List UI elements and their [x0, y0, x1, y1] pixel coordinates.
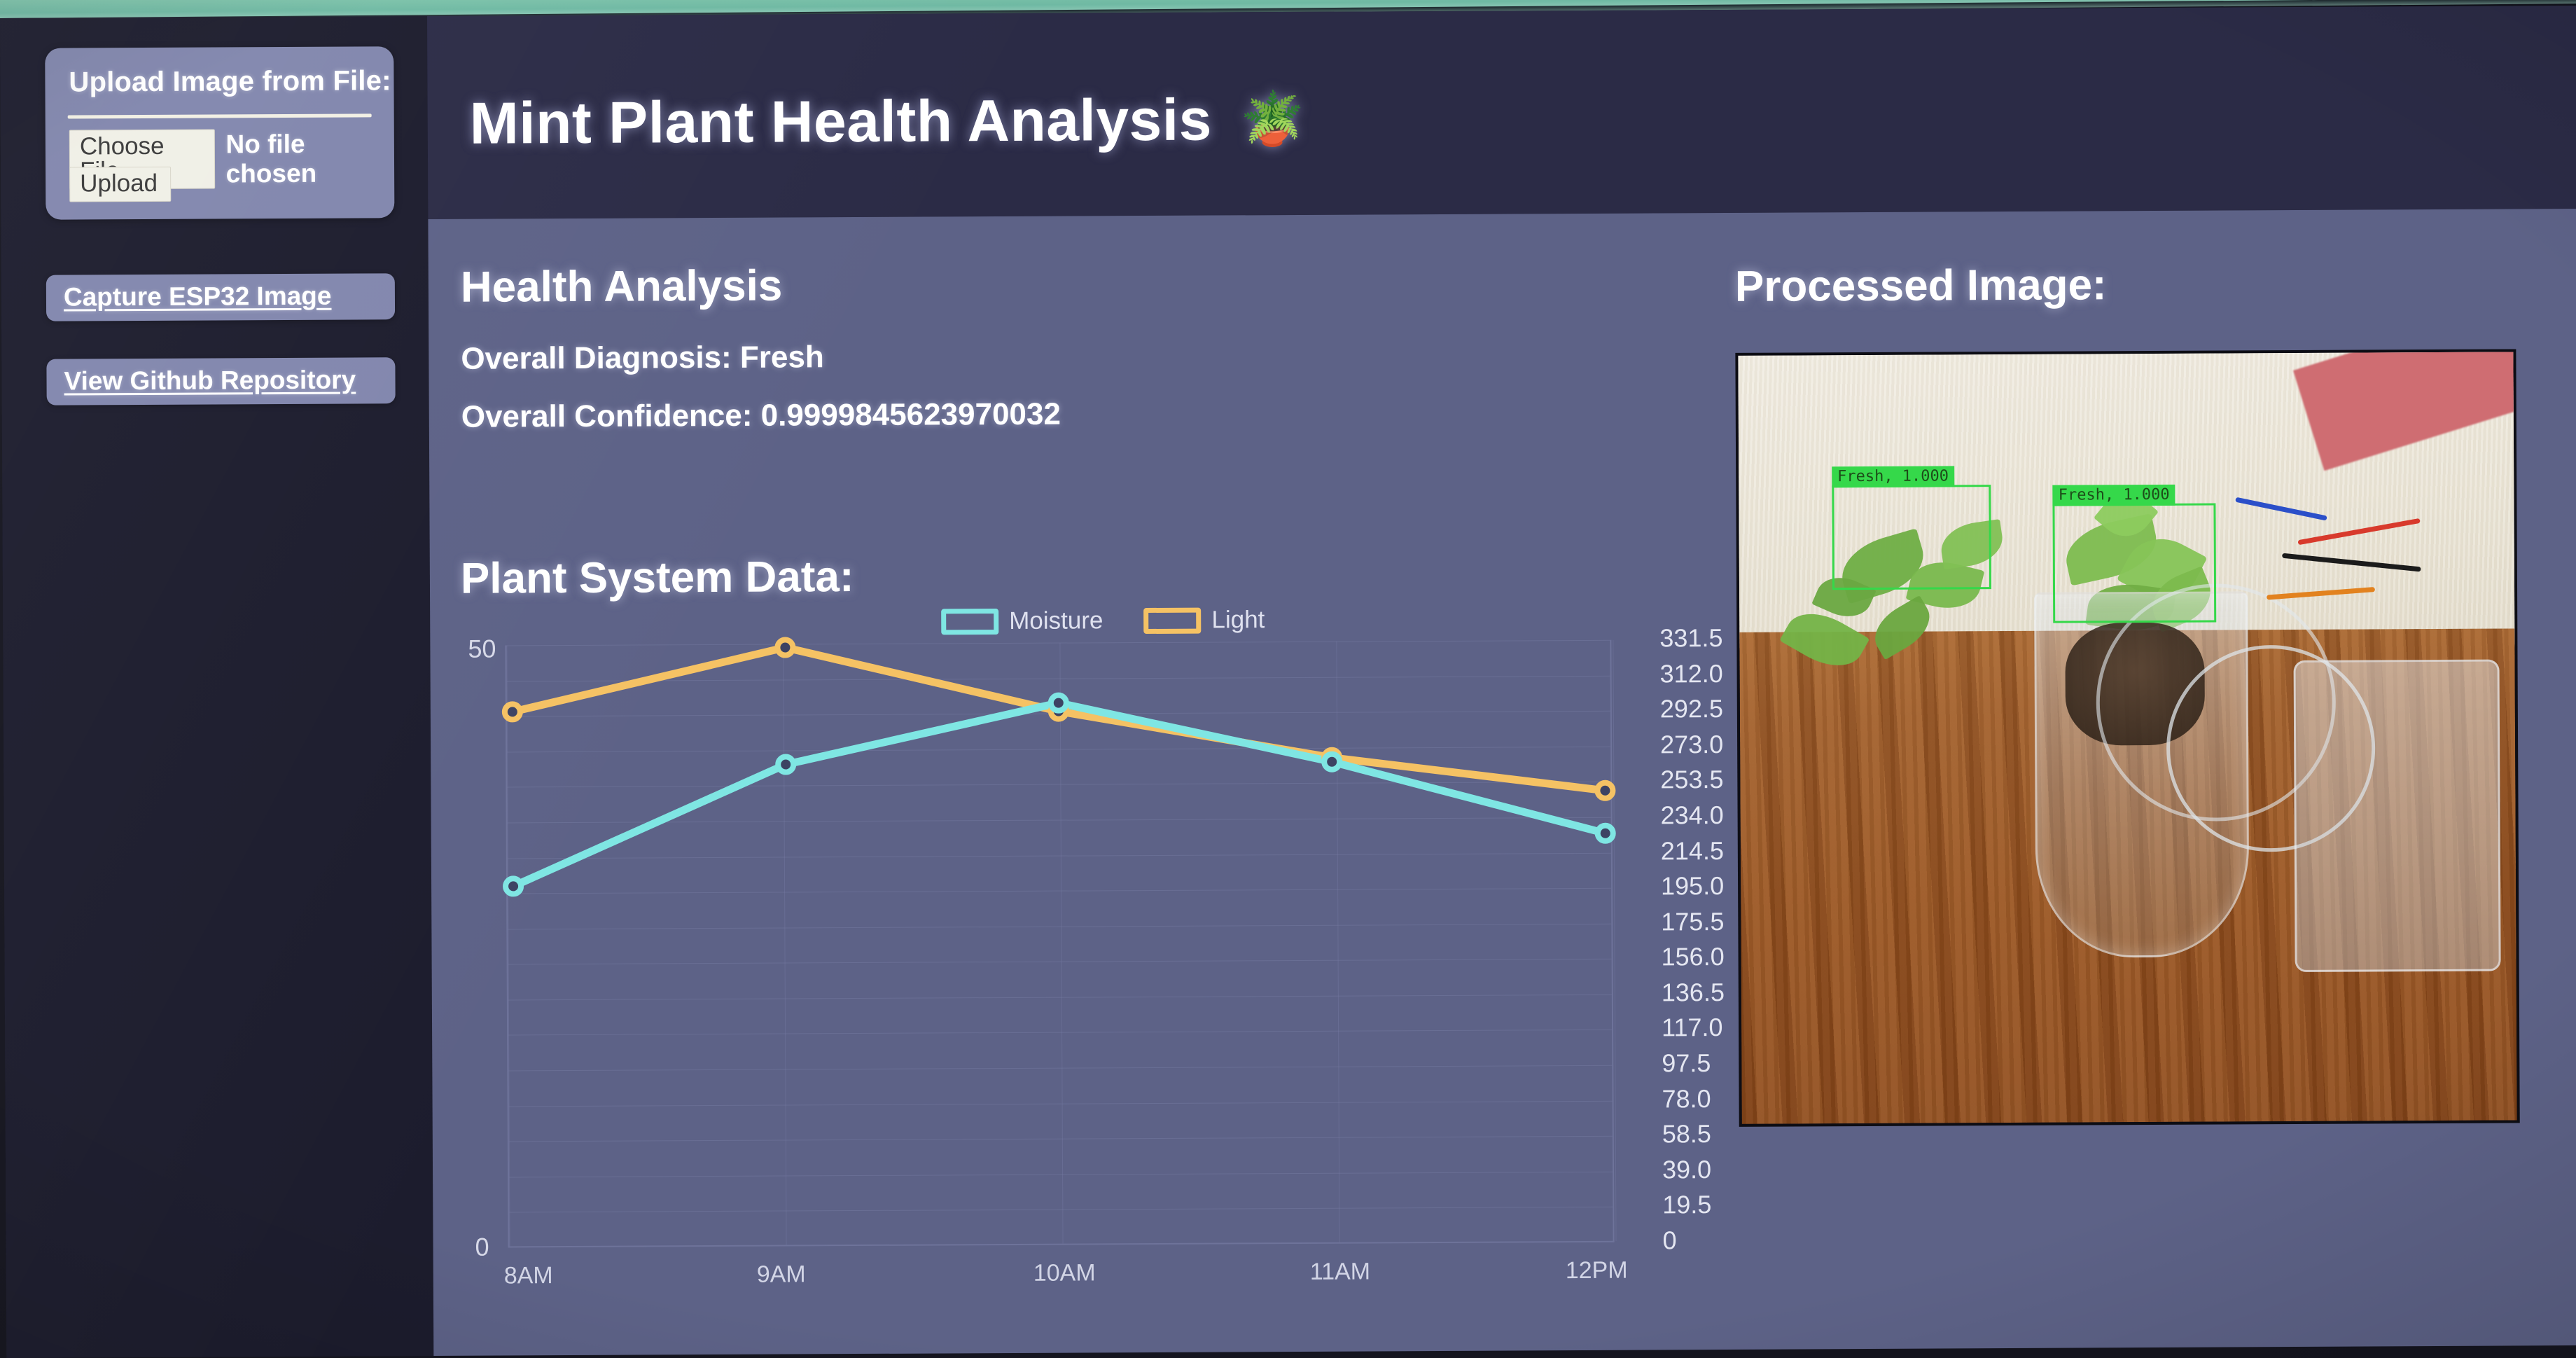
detection-box: Fresh, 1.000 — [2052, 484, 2217, 623]
health-analysis-heading: Health Analysis — [460, 261, 783, 312]
chart-series-layer — [501, 637, 1616, 897]
series-points-moisture — [503, 692, 1616, 897]
upload-image-card: Upload Image from File: Choose File No f… — [45, 46, 395, 220]
page-title: Mint Plant Health Analysis 🪴 — [470, 85, 1305, 158]
upload-card-label: Upload Image from File: — [69, 65, 391, 98]
series-points-light — [501, 637, 1616, 801]
y-axis-right-tick-label: 117.0 — [1661, 1013, 1723, 1042]
y-axis-right-tick-label: 253.5 — [1660, 765, 1724, 794]
detection-label: Fresh, 1.000 — [1831, 466, 1955, 488]
overall-diagnosis-text: Overall Diagnosis: Fresh — [461, 340, 824, 376]
overall-confidence-text: Overall Confidence: 0.9999845623970032 — [461, 396, 1061, 434]
upload-button[interactable]: Upload — [69, 166, 172, 202]
x-axis-tick-label: 10AM — [1033, 1259, 1096, 1287]
divider — [67, 113, 372, 119]
page-header: Mint Plant Health Analysis 🪴 — [426, 6, 2576, 220]
x-axis-tick-label: 9AM — [756, 1261, 806, 1288]
processed-image-heading: Processed Image: — [1734, 261, 2107, 311]
potted-plant-icon: 🪴 — [1239, 89, 1305, 148]
series-line-moisture — [509, 699, 1610, 890]
y-axis-right-tick-label: 234.0 — [1660, 800, 1724, 830]
plant-system-data-chart: Moisture Light — [458, 591, 1725, 1358]
y-axis-right-tick-label: 58.5 — [1662, 1119, 1711, 1149]
y-axis-right-tick-label: 214.5 — [1660, 836, 1725, 865]
y-axis-left-tick-label: 0 — [475, 1232, 489, 1261]
y-axis-right-tick-label: 97.5 — [1662, 1048, 1711, 1078]
processed-image: Fresh, 1.000 Fresh, 1.000 — [1738, 352, 2517, 1124]
legend-label: Moisture — [1009, 607, 1103, 635]
app-window: Upload Image from File: Choose File No f… — [0, 6, 2576, 1358]
legend-label: Light — [1211, 606, 1265, 634]
legend-swatch-icon — [1143, 607, 1202, 634]
sidebar-item-view-github-repository[interactable]: View Github Repository — [46, 357, 396, 406]
file-status-text: No file chosen — [225, 129, 317, 188]
y-axis-right-tick-label: 0 — [1662, 1226, 1677, 1255]
processed-image-frame[interactable]: Fresh, 1.000 Fresh, 1.000 — [1735, 349, 2520, 1127]
y-axis-right-tick-label: 292.5 — [1659, 694, 1724, 723]
y-axis-right-tick-label: 156.0 — [1661, 942, 1725, 971]
page-title-text: Mint Plant Health Analysis — [469, 86, 1213, 156]
detection-box: Fresh, 1.000 — [1831, 466, 1991, 590]
y-axis-right-tick-label: 175.5 — [1661, 906, 1725, 936]
y-axis-right-tick-label: 273.0 — [1659, 729, 1724, 759]
sidebar-item-label: Capture ESP32 Image — [63, 281, 332, 312]
detection-label: Fresh, 1.000 — [2052, 484, 2175, 506]
y-axis-right-tick-label: 136.5 — [1661, 977, 1725, 1007]
legend-item-light[interactable]: Light — [1143, 606, 1265, 635]
y-axis-left-tick-label: 50 — [468, 634, 496, 663]
water-bottle — [2293, 659, 2501, 972]
chart-legend: Moisture Light — [941, 606, 1265, 635]
legend-swatch-icon — [941, 608, 999, 635]
sidebar-item-capture-esp32-image[interactable]: Capture ESP32 Image — [46, 273, 396, 321]
y-axis-right-tick-label: 78.0 — [1662, 1083, 1711, 1114]
y-axis-right-tick-label: 19.5 — [1662, 1190, 1712, 1219]
sidebar-item-label: View Github Repository — [64, 365, 356, 396]
y-axis-right-tick-label: 312.0 — [1659, 658, 1723, 688]
x-axis-tick-label: 8AM — [503, 1262, 553, 1289]
sidebar: Upload Image from File: Choose File No f… — [0, 16, 434, 1358]
y-axis-right-tick-label: 39.0 — [1662, 1154, 1712, 1184]
x-axis-tick-label: 11AM — [1309, 1258, 1371, 1285]
x-axis-tick-label: 12PM — [1565, 1256, 1628, 1284]
main-content: Health Analysis Overall Diagnosis: Fresh… — [428, 209, 2576, 1356]
y-axis-right-tick-label: 331.5 — [1659, 623, 1723, 653]
y-axis-right-tick-label: 195.0 — [1660, 871, 1725, 901]
legend-item-moisture[interactable]: Moisture — [941, 607, 1103, 635]
